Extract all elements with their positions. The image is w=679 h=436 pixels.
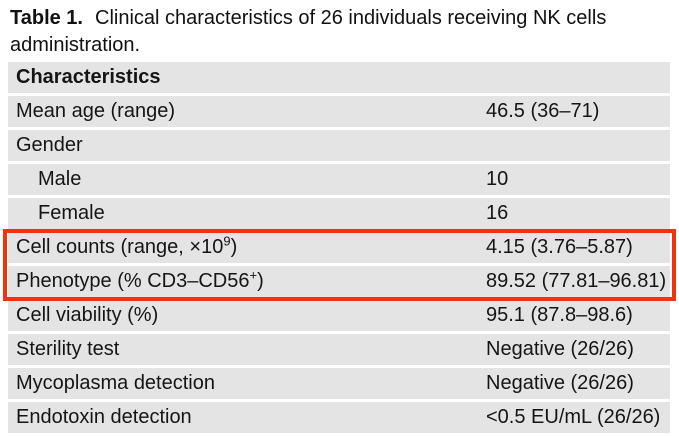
table-row: Cell viability (%) 95.1 (87.8–98.6) bbox=[8, 300, 670, 331]
table-header-row: Characteristics bbox=[8, 62, 670, 93]
row-value: 95.1 (87.8–98.6) bbox=[486, 304, 633, 326]
row-value: Negative (26/26) bbox=[486, 338, 634, 360]
row-value: 89.52 (77.81–96.81) bbox=[486, 270, 667, 292]
table-caption-number: Table 1. bbox=[10, 7, 83, 29]
table-row: Female 16 bbox=[8, 198, 670, 229]
table-row: Sterility test Negative (26/26) bbox=[8, 334, 670, 365]
table-row-highlighted: Phenotype (% CD3–CD56+) 89.52 (77.81–96.… bbox=[8, 266, 670, 297]
table-row: Endotoxin detection <0.5 EU/mL (26/26) bbox=[8, 402, 670, 433]
row-value: 4.15 (3.76–5.87) bbox=[486, 236, 633, 258]
row-value: 16 bbox=[486, 202, 509, 224]
row-label: Endotoxin detection bbox=[16, 406, 192, 428]
row-label: Cell viability (%) bbox=[16, 304, 159, 326]
row-value: 10 bbox=[486, 168, 509, 190]
table-row-highlighted: Cell counts (range, ×109) 4.15 (3.76–5.8… bbox=[8, 232, 670, 263]
row-label: Female bbox=[38, 202, 105, 224]
superscript: + bbox=[249, 267, 258, 283]
row-value: 46.5 (36–71) bbox=[486, 100, 600, 122]
row-label: Mean age (range) bbox=[16, 100, 175, 122]
clinical-characteristics-table: Characteristics Mean age (range) 46.5 (3… bbox=[8, 62, 670, 436]
row-label: Gender bbox=[16, 134, 83, 156]
table-header-label: Characteristics bbox=[16, 66, 161, 88]
row-label: Phenotype (% CD3–CD56+) bbox=[16, 267, 264, 292]
table-row: Male 10 bbox=[8, 164, 670, 195]
table-row: Gender bbox=[8, 130, 670, 161]
row-label: Sterility test bbox=[16, 338, 120, 360]
row-value: Negative (26/26) bbox=[486, 372, 634, 394]
row-label: Cell counts (range, ×109) bbox=[16, 233, 238, 258]
row-value: <0.5 EU/mL (26/26) bbox=[486, 406, 661, 428]
table-caption-text-line2: administration. bbox=[10, 34, 141, 56]
table-caption: Table 1. Clinical characteristics of 26 i… bbox=[10, 5, 670, 59]
table-row: Mycoplasma detection Negative (26/26) bbox=[8, 368, 670, 399]
row-label: Male bbox=[38, 168, 82, 190]
table-row: Mean age (range) 46.5 (36–71) bbox=[8, 96, 670, 127]
row-label: Mycoplasma detection bbox=[16, 372, 215, 394]
superscript: 9 bbox=[223, 233, 231, 249]
table-caption-text-line1: Clinical characteristics of 26 individua… bbox=[95, 7, 607, 29]
